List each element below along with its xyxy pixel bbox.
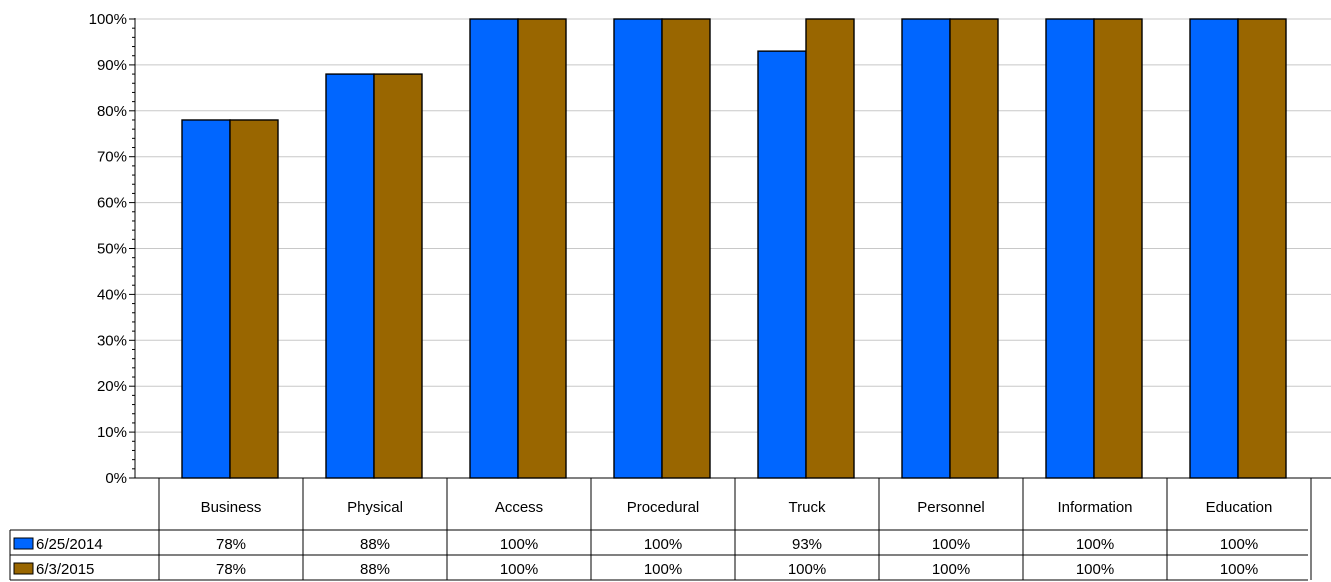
x-category-label: Business	[201, 499, 262, 516]
legend-series-name: 6/3/2015	[36, 561, 94, 578]
bar	[469, 18, 519, 479]
legend-swatch	[13, 537, 34, 550]
bar	[805, 18, 855, 479]
data-table-cell: 100%	[1220, 561, 1258, 578]
data-table-cell: 88%	[360, 561, 390, 578]
data-table-cell: 88%	[360, 536, 390, 553]
bar	[181, 119, 231, 479]
data-table-cell: 100%	[644, 536, 682, 553]
y-tick-label: 20%	[97, 378, 127, 395]
y-tick-label: 40%	[97, 286, 127, 303]
data-table-cell: 100%	[500, 536, 538, 553]
y-tick-label: 80%	[97, 103, 127, 120]
legend-series-name: 6/25/2014	[36, 536, 103, 553]
bar	[1045, 18, 1095, 479]
y-tick-label: 100%	[89, 11, 127, 28]
gridlines	[135, 18, 1331, 433]
y-tick-label: 30%	[97, 332, 127, 349]
data-table-cell: 93%	[792, 536, 822, 553]
data-table-cell: 100%	[644, 561, 682, 578]
x-category-label: Access	[495, 499, 543, 516]
data-table-cell: 100%	[1076, 536, 1114, 553]
y-tick-label: 50%	[97, 241, 127, 258]
x-category-label: Physical	[347, 499, 403, 516]
x-category-label: Procedural	[627, 499, 700, 516]
bar	[325, 73, 375, 479]
data-table-cell: 78%	[216, 536, 246, 553]
data-table-cell: 100%	[500, 561, 538, 578]
data-table-cell: 100%	[788, 561, 826, 578]
x-category-label: Education	[1206, 499, 1273, 516]
bar	[1093, 18, 1143, 479]
y-tick-label: 10%	[97, 424, 127, 441]
bar	[373, 73, 423, 479]
bar	[757, 50, 807, 479]
x-category-label: Personnel	[917, 499, 985, 516]
bar	[517, 18, 567, 479]
legend-swatch	[13, 562, 34, 575]
bar	[229, 119, 279, 479]
y-tick-label: 90%	[97, 57, 127, 74]
data-table-cell: 100%	[1076, 561, 1114, 578]
bar	[1189, 18, 1239, 479]
bar	[949, 18, 999, 479]
data-table-cell: 100%	[932, 536, 970, 553]
bar	[661, 18, 711, 479]
data-table-cell: 78%	[216, 561, 246, 578]
y-axis: 0% 10% 20% 30% 40% 50% 60% 70% 80% 90% 100%	[89, 11, 136, 487]
bar	[613, 18, 663, 479]
y-tick-label: 0%	[105, 470, 127, 487]
y-tick-label: 70%	[97, 149, 127, 166]
x-category-label: Truck	[789, 499, 826, 516]
x-category-label: Information	[1057, 499, 1132, 516]
bar	[901, 18, 951, 479]
data-table: Business Physical Access Procedural Truck Per…	[9, 477, 1331, 581]
y-tick-label: 60%	[97, 195, 127, 212]
bar	[1237, 18, 1287, 479]
data-table-cell: 100%	[1220, 536, 1258, 553]
data-table-cell: 100%	[932, 561, 970, 578]
